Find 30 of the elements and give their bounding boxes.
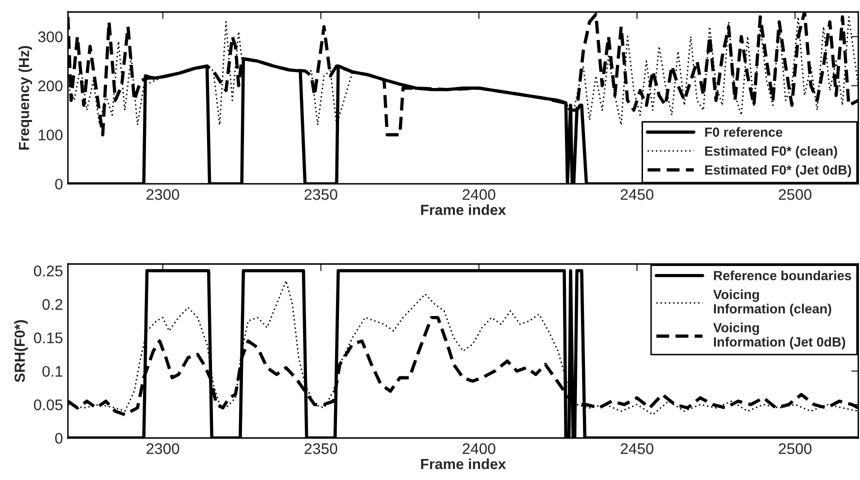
y-axis-title: SRH(F0*) (14, 320, 28, 382)
y-tick-label: 0.25 (34, 266, 62, 276)
x-axis-title: Frame index (421, 204, 506, 216)
y-tick-label: 0.05 (34, 399, 62, 410)
x-tick-label: 2300 (146, 189, 180, 200)
y-axis-title: Frequency (Hz) (18, 46, 32, 150)
x-tick-label: 2500 (778, 443, 812, 454)
y-tick-label: 0.15 (34, 332, 62, 344)
y-tick-label: 0.1 (42, 366, 62, 377)
x-axis-title: Frame index (421, 458, 506, 470)
legend-label: Estimated F0* (Jet 0dB) (705, 164, 852, 178)
x-tick-label: 2450 (620, 189, 654, 200)
x-tick-label: 2400 (462, 443, 496, 454)
x-tick-label: 2350 (304, 189, 338, 200)
y-tick-label: 0 (55, 178, 62, 190)
legend-label: Voicing Information (Jet 0dB) (713, 322, 846, 350)
x-tick-label: 2300 (146, 443, 180, 454)
x-tick-label: 2400 (462, 189, 496, 200)
legend-label: Reference boundaries (714, 270, 852, 280)
y-tick-label: 100 (38, 130, 62, 140)
legend-label: Estimated F0* (clean) (705, 146, 838, 158)
y-tick-label: 0.2 (42, 299, 62, 310)
legend-label: F0 reference (705, 127, 782, 137)
y-tick-label: 0 (55, 432, 62, 444)
x-tick-label: 2350 (304, 443, 338, 454)
x-tick-label: 2500 (778, 189, 812, 200)
legend-label: Voicing Information (clean) (713, 289, 832, 316)
x-tick-label: 2450 (620, 443, 654, 454)
y-tick-label: 300 (38, 31, 62, 42)
y-tick-label: 200 (38, 80, 62, 92)
